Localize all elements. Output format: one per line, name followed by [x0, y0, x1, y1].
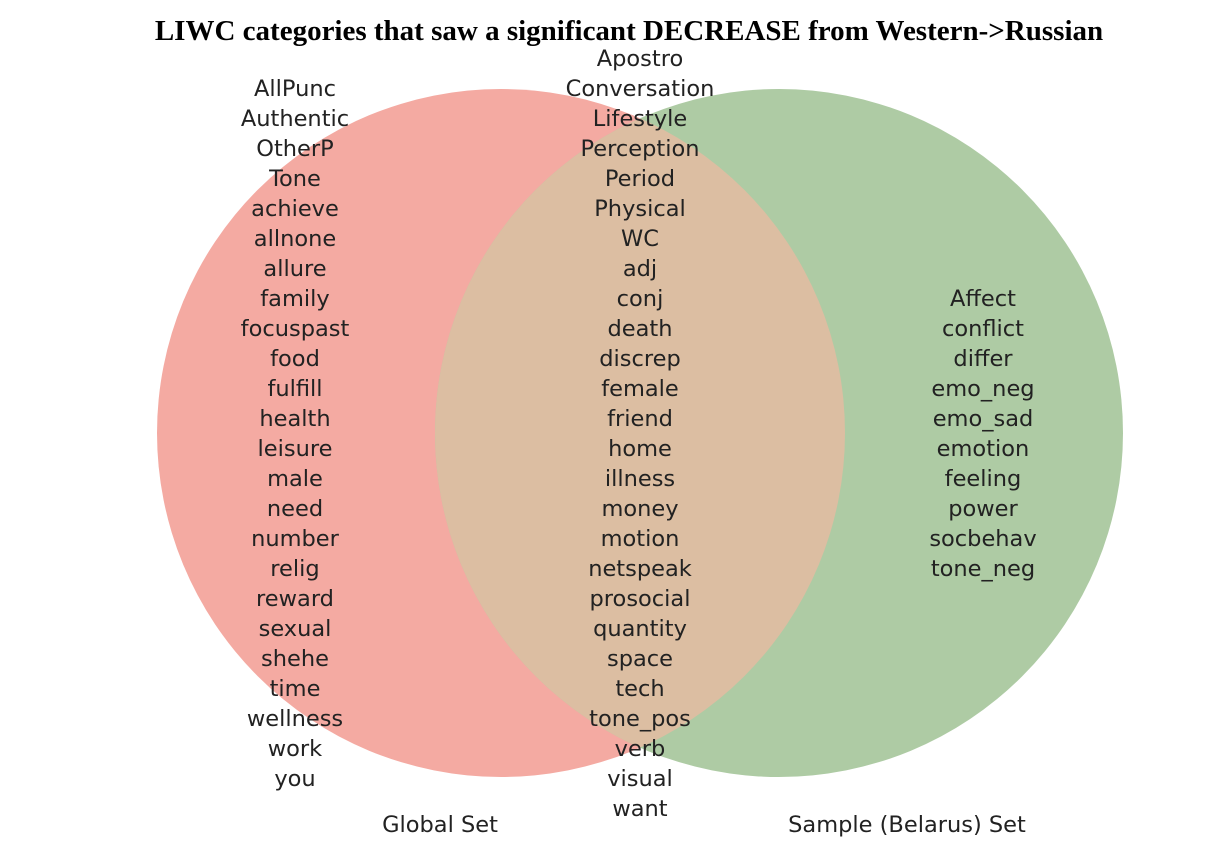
global-set-item: number: [251, 526, 340, 552]
intersection-item: tone_pos: [589, 706, 691, 732]
sample-set-item: emo_neg: [931, 376, 1034, 402]
intersection-item: verb: [615, 736, 666, 762]
intersection-item: money: [601, 496, 678, 522]
global-set-item: reward: [256, 586, 334, 612]
intersection-item: want: [612, 796, 667, 822]
global-set-item: shehe: [261, 646, 329, 672]
intersection-item: netspeak: [588, 556, 692, 582]
intersection-item: Lifestyle: [593, 106, 688, 132]
global-set-item: OtherP: [256, 136, 333, 162]
global-set-label: Global Set: [382, 812, 498, 838]
intersection-region: [435, 89, 845, 777]
intersection-item: discrep: [599, 346, 681, 372]
intersection-item: WC: [621, 226, 659, 252]
global-set-item: need: [267, 496, 323, 522]
global-set-item: fulfill: [267, 376, 322, 402]
global-set-item: allnone: [254, 226, 336, 252]
intersection-item: friend: [607, 406, 673, 432]
sample-set-item: conflict: [942, 316, 1024, 342]
global-set-item: relig: [270, 556, 319, 582]
intersection-item: space: [607, 646, 673, 672]
intersection-item: motion: [601, 526, 680, 552]
global-set-item: you: [274, 766, 315, 792]
intersection-items: Apostro Conversation Lifestyle Perception Pe…: [566, 46, 715, 822]
global-set-item: sexual: [259, 616, 332, 642]
global-set-item: wellness: [247, 706, 343, 732]
global-only-items: AllPunc Authentic OtherP Tone achieve allnone…: [241, 76, 350, 792]
global-set-item: leisure: [258, 436, 333, 462]
global-set-item: food: [270, 346, 320, 372]
intersection-item: female: [601, 376, 679, 402]
intersection-item: home: [608, 436, 672, 462]
global-set-item: health: [259, 406, 330, 432]
intersection-item: Period: [605, 166, 675, 192]
diagram-title: LIWC categories that saw a significant D…: [155, 15, 1103, 47]
intersection-item: illness: [605, 466, 675, 492]
global-set-item: AllPunc: [254, 76, 336, 102]
sample-set-label: Sample (Belarus) Set: [788, 812, 1026, 838]
sample-set-item: emotion: [937, 436, 1030, 462]
global-set-item: family: [260, 286, 329, 312]
global-set-item: time: [270, 676, 321, 702]
intersection-item: prosocial: [590, 586, 691, 612]
intersection-item: quantity: [593, 616, 687, 642]
global-set-item: Tone: [268, 166, 321, 192]
intersection-item: Apostro: [597, 46, 684, 72]
intersection-item: tech: [615, 676, 664, 702]
intersection-item: visual: [607, 766, 673, 792]
global-set-item: Authentic: [241, 106, 349, 132]
intersection-item: adj: [623, 256, 657, 282]
global-set-item: work: [268, 736, 322, 762]
sample-set-item: power: [948, 496, 1018, 522]
global-set-item: achieve: [251, 196, 339, 222]
sample-only-items: Affect conflict differ emo_neg emo_sademotio…: [929, 286, 1036, 582]
intersection-item: conj: [617, 286, 664, 312]
sample-set-item: Affect: [950, 286, 1016, 312]
sample-set-item: emo_sad: [933, 406, 1034, 432]
global-set-item: allure: [263, 256, 326, 282]
sample-set-item: feeling: [945, 466, 1022, 492]
sample-set-item: tone_neg: [931, 556, 1035, 582]
intersection-item: death: [608, 316, 673, 342]
intersection-item: Perception: [581, 136, 700, 162]
global-set-item: male: [267, 466, 323, 492]
sample-set-item: socbehav: [929, 526, 1036, 552]
intersection-item: Physical: [594, 196, 686, 222]
intersection-item: Conversation: [566, 76, 715, 102]
global-set-item: focuspast: [241, 316, 350, 342]
sample-set-item: differ: [953, 346, 1013, 372]
